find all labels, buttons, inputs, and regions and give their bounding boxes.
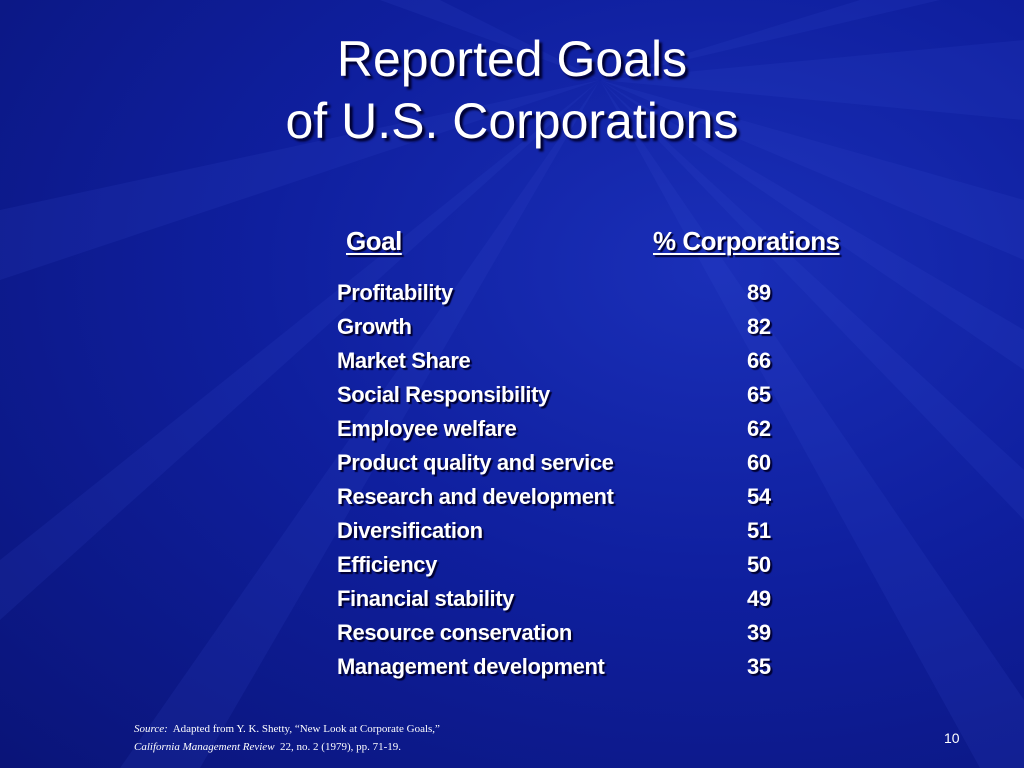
source-journal: California Management Review [134, 741, 275, 753]
table-row: Research and development 54 [337, 480, 797, 514]
goal-cell: Financial stability [337, 586, 515, 611]
source-citation: Source: Adapted from Y. K. Shetty, “New … [134, 720, 440, 756]
table-row: Employee welfare 62 [337, 412, 797, 446]
pct-cell: 49 [747, 586, 771, 611]
page-number: 10 [944, 730, 960, 746]
goal-cell: Resource conservation [337, 620, 572, 645]
table-row: Growth 82 [337, 310, 797, 344]
source-label: Source: [134, 723, 168, 735]
pct-cell: 51 [747, 518, 771, 543]
goal-cell: Diversification [337, 518, 483, 543]
goal-cell: Product quality and service [337, 450, 614, 475]
goal-cell: Profitability [337, 280, 453, 305]
slide-title: Reported Goals of U.S. Corporations [0, 28, 1024, 152]
table-row: Resource conservation 39 [337, 616, 797, 650]
goal-cell: Social Responsibility [337, 382, 550, 407]
pct-cell: 62 [747, 416, 771, 441]
pct-cell: 89 [747, 280, 771, 305]
table-row: Profitability 89 [337, 276, 797, 310]
pct-cell: 50 [747, 552, 771, 577]
table-row: Diversification 51 [337, 514, 797, 548]
table-row: Product quality and service 60 [337, 446, 797, 480]
title-line-2: of U.S. Corporations [285, 93, 739, 149]
pct-cell: 35 [747, 654, 771, 679]
goal-cell: Employee welfare [337, 416, 517, 441]
table-row: Market Share 66 [337, 344, 797, 378]
goal-cell: Efficiency [337, 552, 437, 577]
column-header-goal: Goal [346, 226, 402, 256]
pct-cell: 65 [747, 382, 771, 407]
source-line-1: Adapted from Y. K. Shetty, “New Look at … [172, 723, 440, 735]
goal-cell: Market Share [337, 348, 471, 373]
pct-cell: 39 [747, 620, 771, 645]
goal-cell: Growth [337, 314, 412, 339]
table-row: Efficiency 50 [337, 548, 797, 582]
goal-cell: Research and development [337, 484, 614, 509]
table-row: Financial stability 49 [337, 582, 797, 616]
pct-cell: 54 [747, 484, 771, 509]
goals-table: Profitability 89 Growth 82 Market Share 66 … [337, 276, 797, 684]
table-row: Social Responsibility 65 [337, 378, 797, 412]
column-header-pct: % Corporations [653, 226, 840, 256]
pct-cell: 66 [747, 348, 771, 373]
source-line-2: 22, no. 2 (1979), pp. 71-19. [280, 741, 402, 753]
pct-cell: 60 [747, 450, 771, 475]
title-line-1: Reported Goals [336, 31, 688, 87]
table-row: Management development 35 [337, 650, 797, 684]
goal-cell: Management development [337, 654, 605, 679]
pct-cell: 82 [747, 314, 771, 339]
